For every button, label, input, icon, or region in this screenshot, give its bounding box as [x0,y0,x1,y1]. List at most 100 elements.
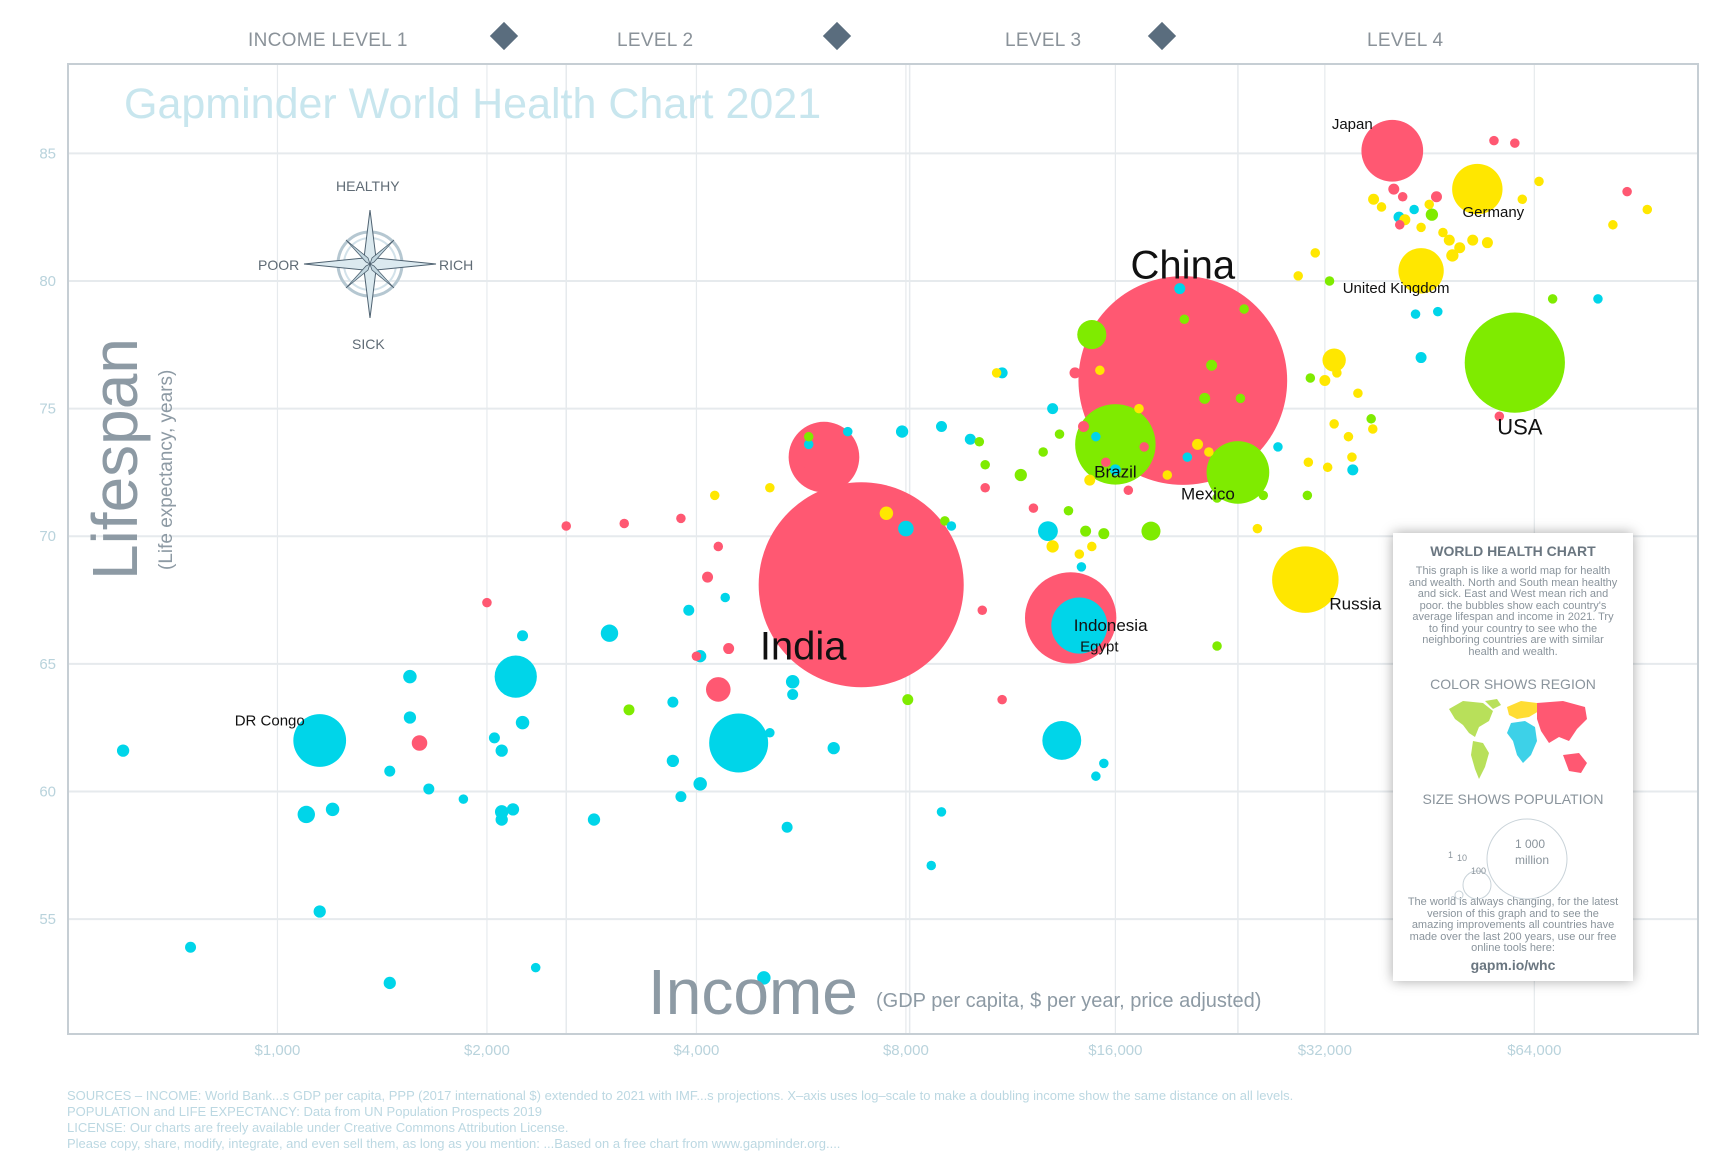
bubble [1416,222,1426,233]
bubble [1101,457,1111,467]
bubble [325,802,340,817]
x-axis-sublabel: (GDP per capita, $ per year, price adjus… [876,990,1262,1012]
bubble [1123,485,1134,496]
size-circle-1000 [1486,818,1568,900]
bubble [843,426,853,437]
size-label-1: 1 [1448,850,1454,860]
bubble-brazil [1075,404,1156,485]
x-tick-label: $8,000 [883,1042,929,1059]
bubble [1534,176,1544,187]
bubble-label-united-kingdom: United Kingdom [1343,280,1450,297]
bubble [1084,474,1096,486]
chart-title: Gapminder World Health Chart 2021 [124,80,822,128]
footer-line-license: LICENSE: Our charts are freely available… [67,1120,569,1135]
y-axis-label: Lifespan [79,338,151,580]
bubble [667,696,679,708]
bubble [1199,392,1211,404]
bubble [1319,375,1331,387]
bubble [1091,771,1101,781]
bubble [1368,193,1380,205]
tick-labels: 55 60 65 70 75 80 85 $1,000 $2,000 $4,000 $8,000 $1… [39,145,1561,1059]
bubble-labels: China India USA Indonesia Brazil Russia Mexico… [235,116,1543,730]
y-tick-label: 55 [39,911,56,928]
bubble [787,689,799,700]
bubble [1038,521,1058,542]
bubble [1139,442,1149,452]
bubble [1087,541,1097,552]
bubble [1038,447,1048,457]
bubble [1332,368,1342,378]
bubble [458,794,469,804]
bubble-label-china: China [1131,244,1236,288]
bubble [705,677,731,702]
bubble [1047,403,1059,415]
bubble [1074,549,1085,559]
legend-intro-text: This graph is like a world map for healt… [1408,565,1618,658]
size-label-million: million [1515,853,1550,867]
bubble [1063,505,1074,516]
bubble [506,803,520,816]
bubble [488,732,500,744]
population-size-legend [1451,818,1568,900]
bubble [980,482,990,493]
bubble [991,368,1002,378]
bubble [757,971,771,985]
bubble [1305,373,1316,383]
bubble [666,754,680,768]
bubble [1409,204,1419,215]
bubble [530,962,541,973]
bubble [1258,490,1269,501]
y-tick-label: 60 [39,784,56,801]
bubble [1324,276,1335,286]
y-axis-sublabel: (Life expectancy, years) [156,369,177,570]
bubble [1415,352,1427,364]
bubble [561,521,572,531]
compass-rose-icon [303,209,437,318]
footer-line-population: POPULATION and LIFE EXPECTANCY: Data fro… [67,1104,542,1119]
bubble [895,425,909,438]
legend-url-link[interactable]: gapm.io/whc [1470,957,1556,973]
bubble [411,735,428,751]
bubble-label-germany: Germany [1462,204,1524,221]
x-tick-label: $2,000 [464,1042,510,1059]
bubble [1642,204,1653,215]
bubble [1046,540,1059,553]
income-level-3-label: LEVEL 3 [1005,30,1082,51]
bubble [940,516,950,526]
bubble [803,431,814,442]
compass-south-label: SICK [352,336,385,352]
bubble [1343,431,1354,442]
bubble [1182,452,1193,462]
bubble [879,506,894,520]
bubble [1593,294,1603,304]
legend-panel: WORLD HEALTH CHART This graph is like a … [1393,533,1633,981]
bubble [1329,419,1339,429]
compass-north-label: HEALTHY [336,178,400,194]
x-tick-label: $1,000 [255,1042,301,1059]
bubble [517,630,529,642]
bubble [495,744,508,757]
bubble-label-egypt: Egypt [1080,639,1119,656]
bubble [765,482,775,493]
bubble [723,643,735,655]
bubble [676,513,686,524]
bubble [1235,393,1246,404]
bubble [1212,641,1222,651]
bubble [1454,242,1466,254]
bubble [1141,521,1161,541]
bubble [482,597,492,608]
bubble [1302,490,1313,501]
bubble-label-dr-congo: DR Congo [235,712,305,729]
bubble [1179,314,1190,325]
bubble [720,592,730,603]
bubble [1185,414,1196,424]
world-map-icon [1449,699,1587,779]
bubble-dr-congo [293,714,347,767]
bubble [980,460,990,470]
bubble-label-india: India [760,625,847,669]
bubble [1376,202,1387,212]
bubble-russia [1272,546,1339,613]
y-tick-label: 70 [39,528,56,545]
bubble [1192,438,1204,450]
